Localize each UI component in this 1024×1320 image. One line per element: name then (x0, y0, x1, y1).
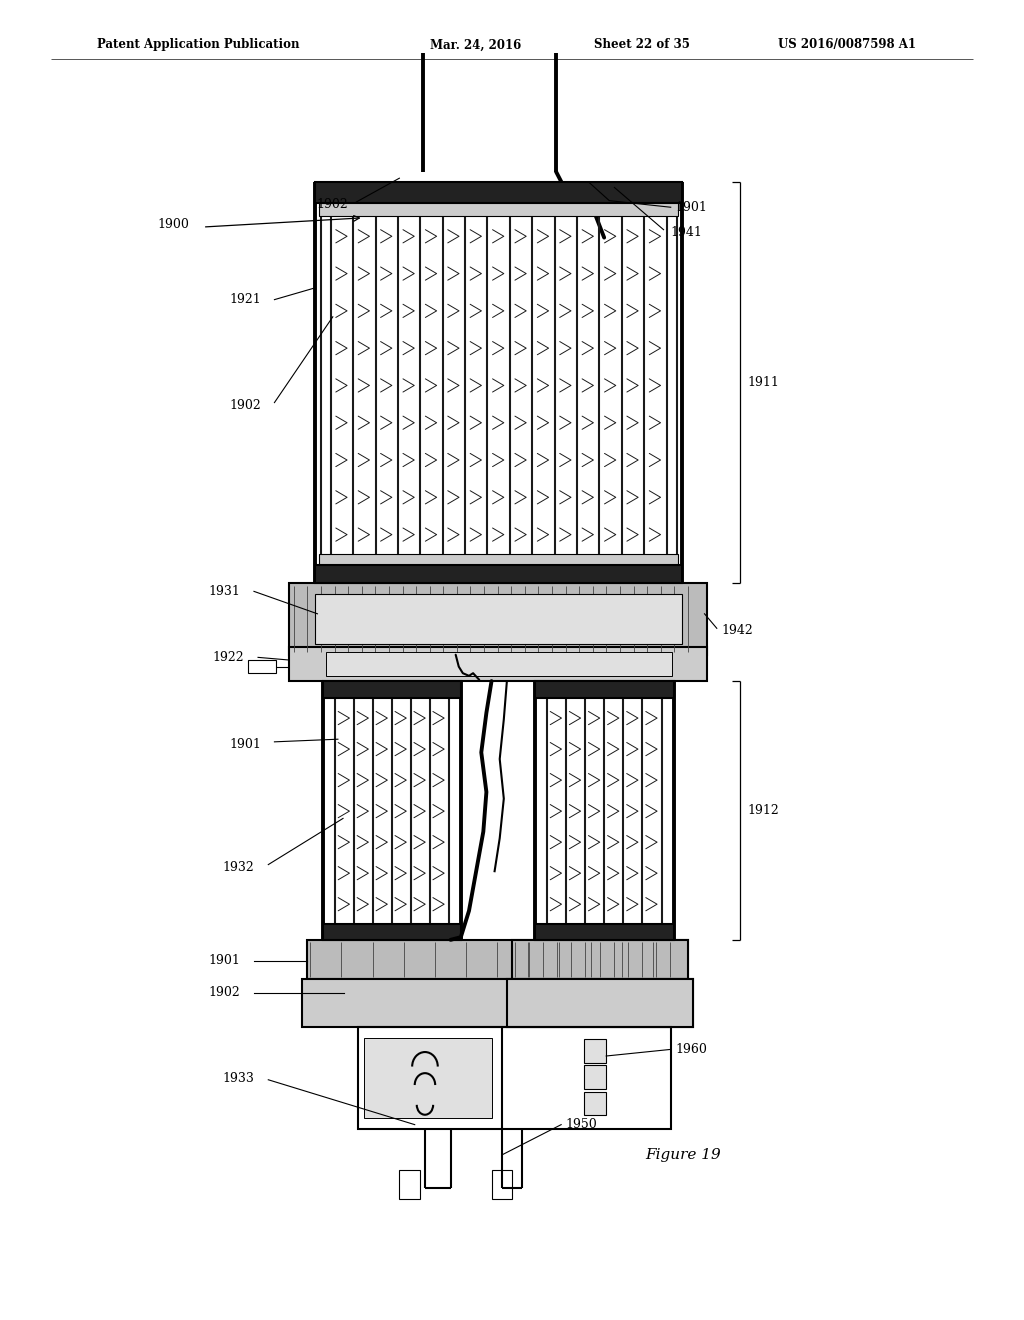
Bar (358, 1027, 671, 1129)
Text: 1902: 1902 (316, 198, 348, 211)
Bar (319, 554, 678, 565)
Bar (364, 1038, 492, 1118)
Text: 1960: 1960 (676, 1043, 708, 1056)
Bar (302, 979, 693, 1027)
Text: 1922: 1922 (212, 651, 244, 664)
Text: 1912: 1912 (748, 804, 779, 817)
Text: 1933: 1933 (222, 1072, 254, 1085)
Bar (326, 652, 672, 676)
Bar (315, 594, 682, 644)
Text: 1931: 1931 (209, 585, 241, 598)
Text: 1901: 1901 (209, 954, 241, 968)
Bar (289, 647, 707, 681)
Bar (399, 1170, 420, 1199)
Text: 1911: 1911 (748, 376, 779, 389)
Bar (248, 660, 276, 673)
Text: 1900: 1900 (158, 218, 189, 231)
Bar (584, 1065, 606, 1089)
Bar (289, 583, 707, 655)
Bar (315, 565, 682, 583)
Text: Figure 19: Figure 19 (645, 1148, 721, 1162)
Bar (315, 182, 682, 203)
Bar (535, 681, 674, 698)
Text: 1941: 1941 (671, 226, 702, 239)
Text: 1902: 1902 (229, 399, 261, 412)
Text: 1921: 1921 (229, 293, 261, 306)
Bar (307, 940, 688, 979)
Bar (319, 203, 678, 216)
Bar (584, 1039, 606, 1063)
Text: Sheet 22 of 35: Sheet 22 of 35 (594, 38, 690, 51)
Bar (507, 979, 693, 1027)
Bar (323, 924, 461, 940)
Text: Mar. 24, 2016: Mar. 24, 2016 (430, 38, 521, 51)
Bar (535, 924, 674, 940)
Text: US 2016/0087598 A1: US 2016/0087598 A1 (778, 38, 916, 51)
Text: Patent Application Publication: Patent Application Publication (97, 38, 300, 51)
Bar (512, 940, 688, 979)
Text: 1902: 1902 (209, 986, 241, 999)
Text: 1932: 1932 (222, 861, 254, 874)
Text: 1901: 1901 (676, 201, 708, 214)
Bar (492, 1170, 512, 1199)
Bar (584, 1092, 606, 1115)
Text: 1950: 1950 (565, 1118, 597, 1131)
Text: 1901: 1901 (229, 738, 261, 751)
Text: 1942: 1942 (722, 624, 754, 638)
Bar (323, 681, 461, 698)
